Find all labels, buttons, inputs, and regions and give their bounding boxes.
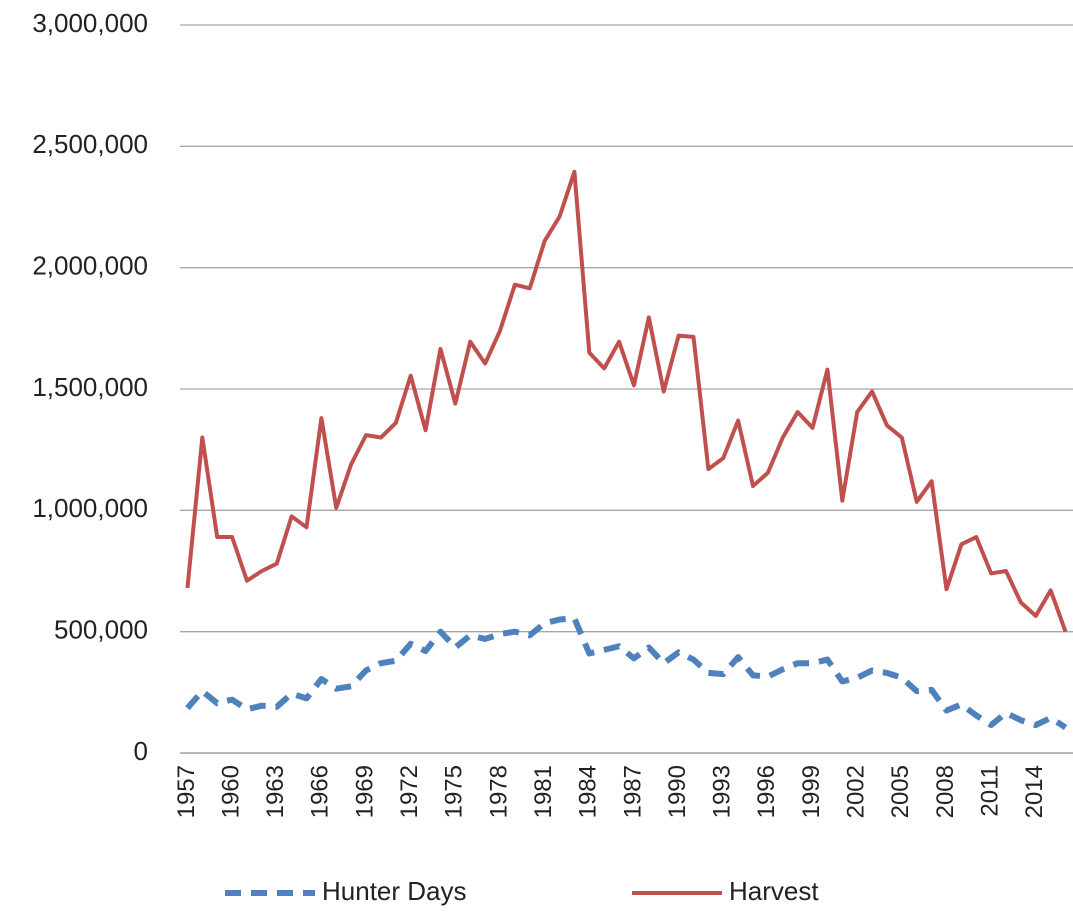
x-tick-label: 1993 bbox=[709, 765, 736, 818]
x-tick-label: 1978 bbox=[485, 765, 512, 818]
legend-label: Harvest bbox=[729, 876, 819, 906]
x-tick-label: 2002 bbox=[843, 765, 870, 818]
x-tick-label: 2014 bbox=[1021, 765, 1048, 818]
x-tick-label: 2008 bbox=[932, 765, 959, 818]
y-tick-label: 1,500,000 bbox=[32, 372, 148, 402]
y-tick-label: 500,000 bbox=[54, 615, 148, 645]
x-tick-label: 1987 bbox=[619, 765, 646, 818]
y-tick-label: 3,000,000 bbox=[32, 8, 148, 38]
x-tick-label: 1972 bbox=[396, 765, 423, 818]
x-tick-label: 1975 bbox=[441, 765, 468, 818]
x-tick-label: 1990 bbox=[664, 765, 691, 818]
x-tick-label: 1969 bbox=[351, 765, 378, 818]
x-tick-label: 2005 bbox=[887, 765, 914, 818]
x-tick-label: 1996 bbox=[753, 765, 780, 818]
legend-label: Hunter Days bbox=[322, 876, 467, 906]
x-tick-label: 2011 bbox=[976, 765, 1003, 817]
y-tick-label: 1,000,000 bbox=[32, 493, 148, 523]
x-tick-label: 1966 bbox=[307, 765, 334, 818]
series-line bbox=[185, 169, 1068, 633]
x-tick-label: 1963 bbox=[262, 765, 289, 818]
series-line bbox=[185, 615, 1068, 731]
y-tick-label: 2,000,000 bbox=[32, 251, 148, 281]
y-tick-label: 0 bbox=[134, 736, 148, 766]
x-tick-label: 1984 bbox=[575, 765, 602, 818]
x-tick-label: 1957 bbox=[173, 765, 200, 818]
x-tick-label: 1999 bbox=[798, 765, 825, 818]
x-tick-label: 1960 bbox=[217, 765, 244, 818]
y-tick-label: 2,500,000 bbox=[32, 129, 148, 159]
x-tick-label: 1981 bbox=[530, 765, 557, 818]
